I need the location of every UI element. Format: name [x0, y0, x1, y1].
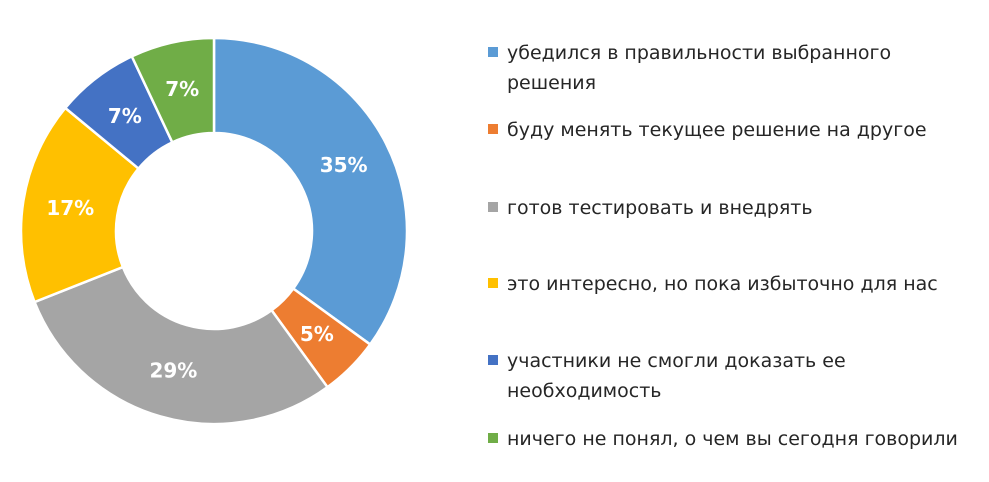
legend-item: участники не смогли доказать ее необходи…	[488, 346, 983, 406]
legend-label: ничего не понял, о чем вы сегодня говори…	[507, 428, 958, 450]
legend: убедился в правильности выбранного решен…	[488, 0, 983, 482]
slice-label: 7%	[108, 104, 142, 128]
legend-swatch	[488, 433, 498, 443]
legend-swatch	[488, 355, 498, 365]
legend-swatch	[488, 47, 498, 57]
donut-chart: 35% 5% 29% 17% 7% 7%	[19, 36, 409, 426]
donut-slice	[130, 36, 216, 144]
legend-swatch	[488, 202, 498, 212]
slice-label: 7%	[165, 77, 199, 101]
legend-label: это интересно, но пока избыточно для нас	[507, 273, 938, 295]
legend-label: участники не смогли доказать ее необходи…	[507, 350, 846, 402]
legend-item: убедился в правильности выбранного решен…	[488, 38, 983, 98]
legend-swatch	[488, 124, 498, 134]
donut-slice	[19, 106, 141, 304]
legend-swatch	[488, 278, 498, 288]
legend-label: буду менять текущее решение на другое	[507, 119, 927, 141]
legend-item: это интересно, но пока избыточно для нас	[488, 269, 983, 299]
slice-label: 29%	[149, 359, 197, 383]
slice-label: 17%	[46, 196, 94, 220]
slice-labels: 35% 5% 29% 17% 7% 7%	[46, 77, 367, 383]
slice-label: 35%	[320, 153, 368, 177]
legend-item: буду менять текущее решение на другое	[488, 115, 983, 145]
slice-label: 5%	[300, 322, 334, 346]
donut-slice	[32, 265, 330, 426]
legend-item: ничего не понял, о чем вы сегодня говори…	[488, 424, 983, 454]
donut-slice	[212, 36, 409, 347]
legend-label: убедился в правильности выбранного решен…	[507, 42, 892, 94]
donut-slices	[19, 36, 409, 426]
legend-item: готов тестировать и внедрять	[488, 193, 983, 223]
legend-label: готов тестировать и внедрять	[507, 197, 813, 219]
